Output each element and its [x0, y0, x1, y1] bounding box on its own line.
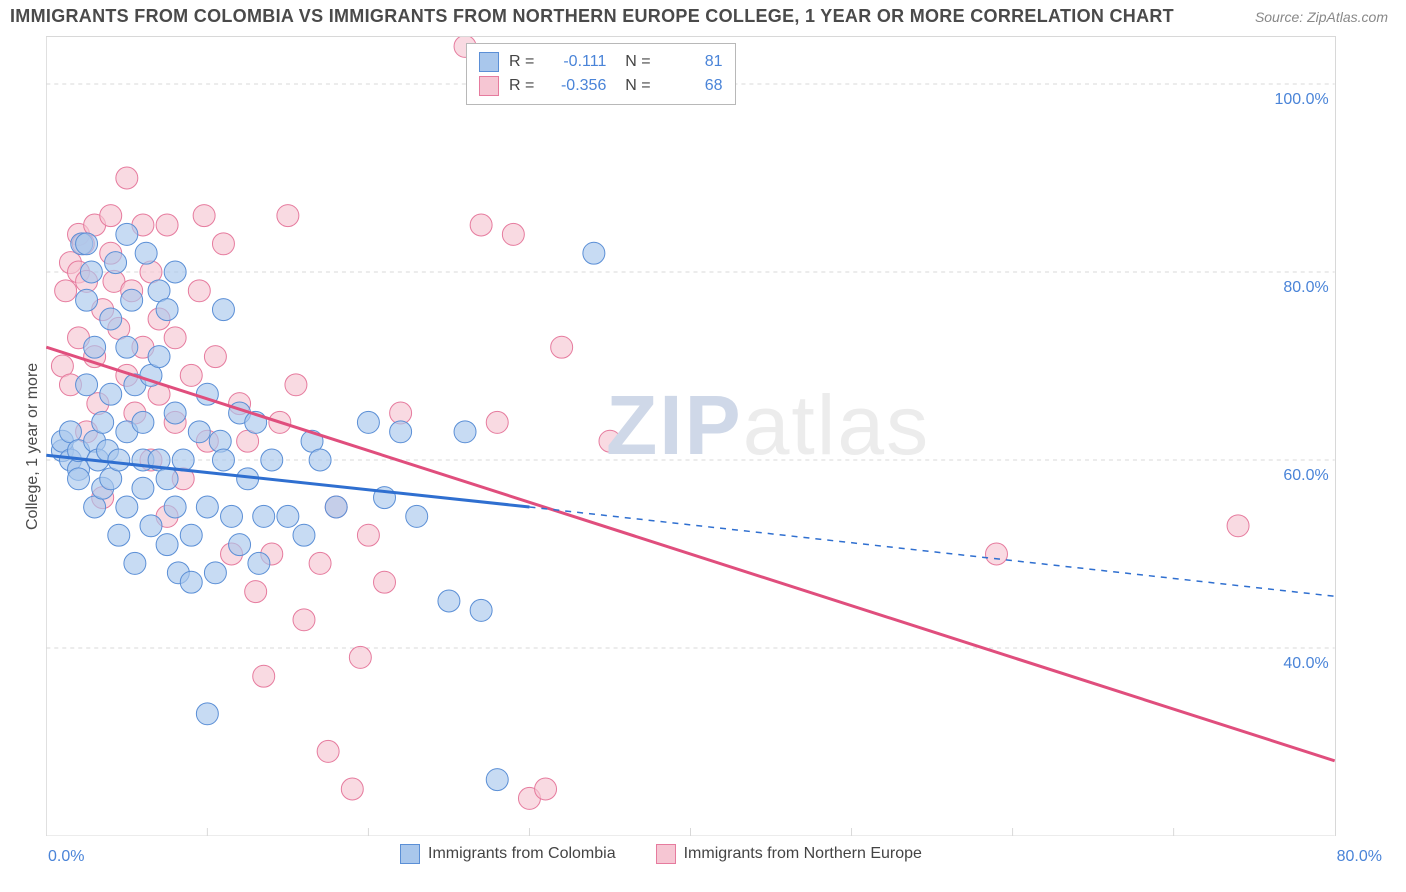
series-legend: Immigrants from Colombia Immigrants from…: [400, 844, 922, 864]
svg-text:100.0%: 100.0%: [1275, 91, 1329, 108]
swatch-neurope-icon: [479, 76, 499, 96]
n-label: N =: [616, 53, 650, 71]
scatter-plot: 40.0% 60.0% 80.0% 100.0%: [46, 37, 1335, 836]
chart-area: 40.0%60.0%80.0%100.0% ZIPatlas R = -0.11…: [46, 36, 1336, 836]
svg-text:60.0%: 60.0%: [1283, 467, 1328, 484]
x-axis-max-label: 80.0%: [1337, 848, 1382, 866]
svg-text:80.0%: 80.0%: [1283, 279, 1328, 296]
correlation-legend-box: R = -0.111 N = 81 R = -0.356 N = 68: [466, 43, 736, 105]
n-label: N =: [616, 77, 650, 95]
y-axis-label: College, 1 year or more: [24, 363, 42, 530]
r-value-colombia: -0.111: [544, 53, 606, 71]
correlation-row-colombia: R = -0.111 N = 81: [479, 50, 723, 74]
legend-item-neurope: Immigrants from Northern Europe: [656, 844, 922, 864]
n-value-colombia: 81: [661, 53, 723, 71]
legend-label-neurope: Immigrants from Northern Europe: [684, 845, 922, 863]
r-label: R =: [509, 53, 534, 71]
legend-label-colombia: Immigrants from Colombia: [428, 845, 616, 863]
chart-title: IMMIGRANTS FROM COLOMBIA VS IMMIGRANTS F…: [10, 6, 1174, 27]
swatch-colombia-icon: [479, 52, 499, 72]
swatch-colombia-icon: [400, 844, 420, 864]
legend-item-colombia: Immigrants from Colombia: [400, 844, 616, 864]
svg-text:40.0%: 40.0%: [1283, 655, 1328, 672]
source-label: Source: ZipAtlas.com: [1255, 9, 1388, 25]
correlation-row-neurope: R = -0.356 N = 68: [479, 74, 723, 98]
swatch-neurope-icon: [656, 844, 676, 864]
r-value-neurope: -0.356: [544, 77, 606, 95]
x-axis-min-label: 0.0%: [48, 848, 84, 866]
n-value-neurope: 68: [661, 77, 723, 95]
r-label: R =: [509, 77, 534, 95]
